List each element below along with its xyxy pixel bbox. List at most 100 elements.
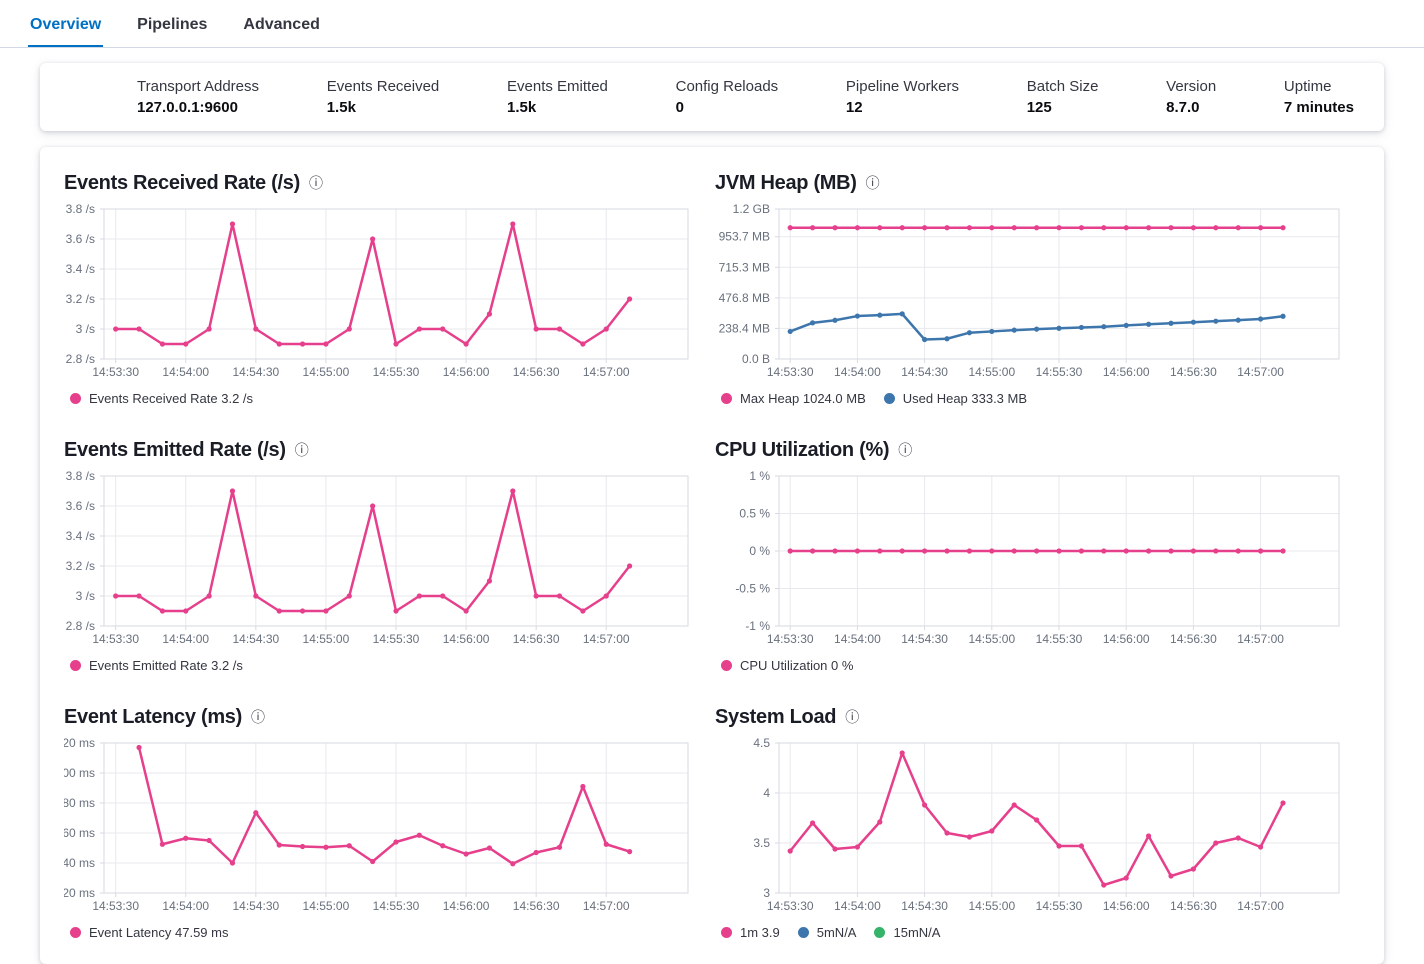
chart-title: Event Latency (ms) bbox=[64, 706, 242, 728]
system-load-plot[interactable]: 3 3.5 4 4.5 14:53:30 14:54:00 14:54:30 14:55:00… bbox=[715, 737, 1345, 917]
stat-label: Events Received bbox=[326, 77, 440, 95]
stat-batch-size: Batch Size 125 bbox=[1027, 78, 1099, 117]
legend-dot-icon bbox=[70, 393, 81, 404]
chart-system-load: System Load ⓘ 3 3.5 4 4.5 14:53:30 14:54:00 14… bbox=[715, 705, 1343, 940]
stat-value: 0 bbox=[675, 98, 684, 116]
legend-label: Used Heap 333.3 MB bbox=[902, 391, 1028, 406]
legend-label: Event Latency 47.59 ms bbox=[89, 925, 229, 940]
legend-item[interactable]: Events Received Rate 3.2 /s bbox=[70, 391, 253, 406]
legend-item[interactable]: CPU Utilization 0 % bbox=[721, 658, 853, 673]
legend-item[interactable]: 15mN/A bbox=[874, 925, 940, 940]
chart-legend: Event Latency 47.59 ms bbox=[64, 925, 692, 940]
legend-item[interactable]: 1m 3.9 bbox=[721, 925, 780, 940]
svg-text:14:54:30: 14:54:30 bbox=[901, 632, 948, 646]
events-emitted-rate-plot[interactable]: 2.8 /s 3 /s 3.2 /s 3.4 /s 3.6 /s 3.8 /s 14:53:… bbox=[64, 470, 694, 650]
tab-advanced[interactable]: Advanced bbox=[243, 16, 320, 33]
svg-text:14:57:00: 14:57:00 bbox=[583, 365, 630, 379]
svg-text:476.8 MB: 476.8 MB bbox=[719, 291, 770, 305]
svg-text:14:55:30: 14:55:30 bbox=[373, 365, 420, 379]
svg-text:14:57:00: 14:57:00 bbox=[1237, 632, 1284, 646]
svg-text:3 /s: 3 /s bbox=[76, 322, 95, 336]
legend-dot-icon bbox=[721, 393, 732, 404]
svg-text:14:56:00: 14:56:00 bbox=[1103, 899, 1150, 913]
svg-text:60 ms: 60 ms bbox=[64, 826, 95, 840]
info-icon[interactable]: ⓘ bbox=[845, 709, 860, 725]
stat-label: Pipeline Workers bbox=[845, 77, 959, 95]
svg-text:14:55:30: 14:55:30 bbox=[1036, 899, 1083, 913]
legend-dot-icon bbox=[797, 927, 809, 938]
svg-text:14:56:00: 14:56:00 bbox=[443, 632, 490, 646]
svg-text:3.2 /s: 3.2 /s bbox=[66, 292, 95, 306]
svg-text:14:56:00: 14:56:00 bbox=[1103, 365, 1150, 379]
svg-text:2.8 /s: 2.8 /s bbox=[66, 619, 95, 633]
info-icon[interactable]: ⓘ bbox=[294, 442, 309, 458]
chart-legend: 1m 3.9 5mN/A 15mN/A bbox=[715, 925, 1343, 940]
tab-pipelines[interactable]: Pipelines bbox=[137, 16, 208, 33]
svg-text:2.8 /s: 2.8 /s bbox=[66, 352, 95, 366]
svg-text:14:54:00: 14:54:00 bbox=[162, 899, 209, 913]
svg-text:3 /s: 3 /s bbox=[76, 589, 95, 603]
svg-text:14:57:00: 14:57:00 bbox=[1237, 365, 1284, 379]
jvm-heap-plot[interactable]: 0.0 B 238.4 MB 476.8 MB 715.3 MB 953.7 MB 1.2… bbox=[715, 203, 1345, 383]
svg-text:14:55:00: 14:55:00 bbox=[303, 365, 350, 379]
svg-text:14:54:30: 14:54:30 bbox=[232, 632, 279, 646]
svg-text:3.8 /s: 3.8 /s bbox=[66, 470, 95, 483]
svg-text:14:53:30: 14:53:30 bbox=[92, 365, 139, 379]
stat-label: Transport Address bbox=[137, 77, 259, 95]
legend-item[interactable]: 5mN/A bbox=[797, 925, 856, 940]
chart-jvm-heap: JVM Heap (MB) ⓘ 0.0 B 238.4 MB 476.8 MB 715… bbox=[715, 171, 1343, 406]
svg-text:3.8 /s: 3.8 /s bbox=[66, 203, 95, 216]
stat-transport-address: Transport Address 127.0.0.1:9600 bbox=[137, 78, 259, 117]
legend-item[interactable]: Events Emitted Rate 3.2 /s bbox=[70, 658, 243, 673]
info-icon[interactable]: ⓘ bbox=[898, 442, 913, 458]
info-icon[interactable]: ⓘ bbox=[251, 709, 265, 725]
svg-text:14:55:30: 14:55:30 bbox=[373, 899, 420, 913]
svg-text:120 ms: 120 ms bbox=[64, 737, 95, 750]
stat-label: Batch Size bbox=[1026, 77, 1099, 95]
stat-label: Uptime bbox=[1283, 77, 1332, 95]
stat-label: Config Reloads bbox=[675, 77, 779, 95]
info-icon[interactable]: ⓘ bbox=[308, 175, 323, 191]
svg-text:3.5: 3.5 bbox=[753, 836, 770, 850]
svg-text:14:56:30: 14:56:30 bbox=[513, 632, 560, 646]
tab-overview[interactable]: Overview bbox=[28, 0, 103, 47]
svg-text:1 %: 1 % bbox=[749, 470, 770, 483]
events-received-rate-plot[interactable]: 2.8 /s 3 /s 3.2 /s 3.4 /s 3.6 /s 3.8 /s 14:53:… bbox=[64, 203, 694, 383]
legend-label: 15mN/A bbox=[893, 925, 941, 940]
chart-title: Events Received Rate (/s) bbox=[64, 172, 300, 194]
stat-uptime: Uptime 7 minutes bbox=[1284, 78, 1354, 117]
svg-text:14:55:00: 14:55:00 bbox=[303, 632, 350, 646]
event-latency-plot[interactable]: 20 ms 40 ms 60 ms 80 ms 100 ms 120 ms 14:53:30… bbox=[64, 737, 694, 917]
tab-bar: Overview Pipelines Advanced bbox=[0, 0, 1424, 48]
svg-text:-1 %: -1 % bbox=[745, 619, 770, 633]
legend-item[interactable]: Used Heap 333.3 MB bbox=[883, 391, 1028, 406]
chart-title: JVM Heap (MB) bbox=[715, 172, 857, 194]
svg-text:14:55:30: 14:55:30 bbox=[1036, 365, 1083, 379]
stat-value: 1.5k bbox=[326, 98, 356, 116]
svg-text:14:53:30: 14:53:30 bbox=[767, 365, 814, 379]
svg-text:-0.5 %: -0.5 % bbox=[735, 582, 770, 596]
node-summary-bar: Transport Address 127.0.0.1:9600 Events … bbox=[40, 63, 1384, 131]
svg-text:14:55:00: 14:55:00 bbox=[968, 365, 1015, 379]
svg-text:14:54:30: 14:54:30 bbox=[901, 365, 948, 379]
svg-text:14:57:00: 14:57:00 bbox=[583, 632, 630, 646]
svg-text:14:56:00: 14:56:00 bbox=[443, 899, 490, 913]
svg-text:14:53:30: 14:53:30 bbox=[767, 899, 814, 913]
svg-text:14:54:00: 14:54:00 bbox=[162, 365, 209, 379]
svg-text:4.5: 4.5 bbox=[753, 737, 770, 750]
legend-label: Events Emitted Rate 3.2 /s bbox=[89, 658, 243, 673]
svg-text:14:55:00: 14:55:00 bbox=[968, 899, 1015, 913]
svg-text:3.2 /s: 3.2 /s bbox=[66, 559, 95, 573]
svg-text:14:54:00: 14:54:00 bbox=[834, 365, 881, 379]
svg-text:14:56:00: 14:56:00 bbox=[443, 365, 490, 379]
legend-item[interactable]: Max Heap 1024.0 MB bbox=[721, 391, 866, 406]
chart-legend: CPU Utilization 0 % bbox=[715, 658, 1343, 673]
svg-text:14:53:30: 14:53:30 bbox=[92, 899, 139, 913]
info-icon[interactable]: ⓘ bbox=[865, 175, 880, 191]
chart-title: System Load bbox=[715, 706, 837, 728]
svg-text:14:55:30: 14:55:30 bbox=[373, 632, 420, 646]
svg-text:3.6 /s: 3.6 /s bbox=[66, 232, 95, 246]
svg-text:3: 3 bbox=[763, 886, 770, 900]
cpu-utilization-plot[interactable]: -1 % -0.5 % 0 % 0.5 % 1 % 14:53:30 14:54:00 14:… bbox=[715, 470, 1345, 650]
legend-item[interactable]: Event Latency 47.59 ms bbox=[70, 925, 228, 940]
